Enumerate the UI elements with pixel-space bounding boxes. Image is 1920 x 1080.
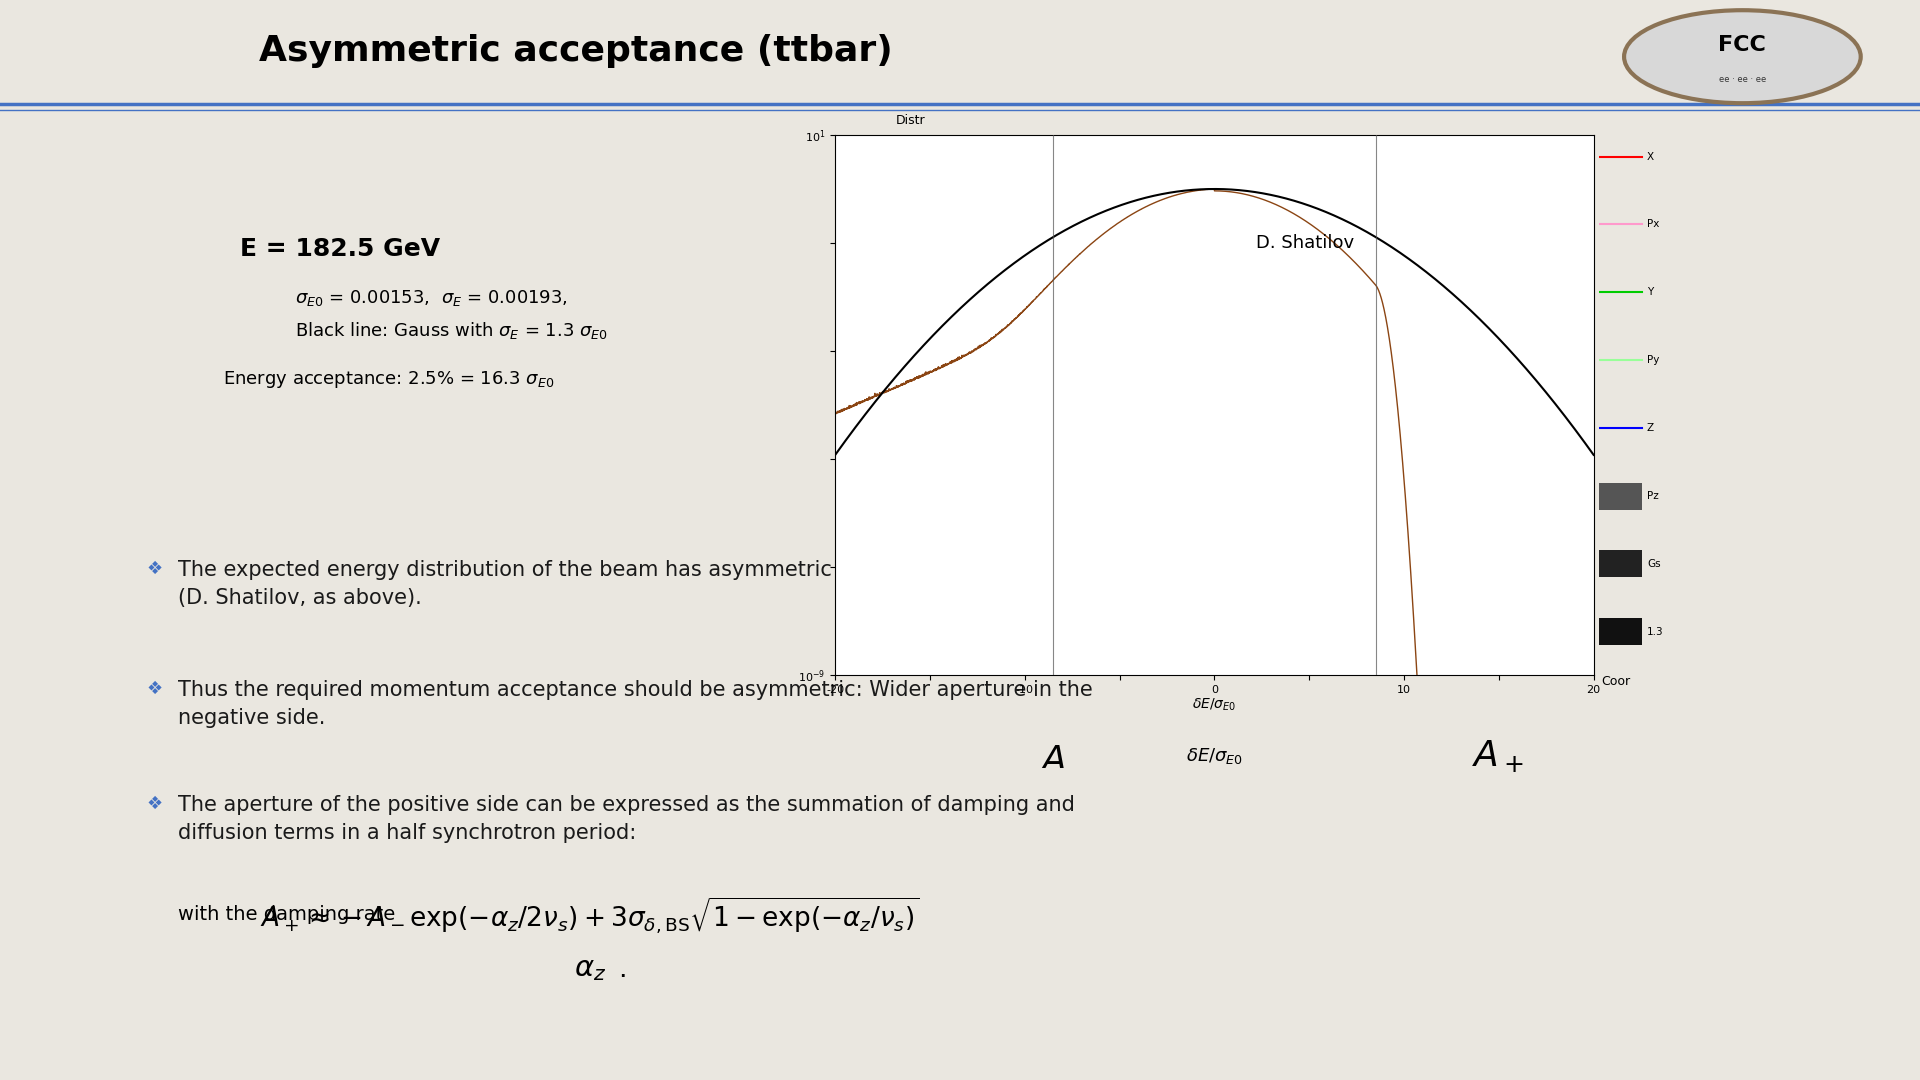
Text: E = 182.5 GeV: E = 182.5 GeV (240, 238, 440, 261)
Text: ee · ee · ee: ee · ee · ee (1718, 75, 1766, 84)
Text: X: X (1647, 151, 1655, 162)
Text: negative side.: negative side. (179, 707, 324, 728)
Text: The expected energy distribution of the beam has asymmetric tail due to beamstra: The expected energy distribution of the … (179, 559, 1110, 580)
Text: D. Shatilov: D. Shatilov (1256, 234, 1354, 252)
Text: 1.3: 1.3 (1647, 626, 1663, 637)
Text: Thus the required momentum acceptance should be asymmetric: Wider aperture in th: Thus the required momentum acceptance sh… (179, 679, 1092, 700)
Bar (1599, 618, 1642, 646)
Text: $\delta E/\sigma_{E0}$: $\delta E/\sigma_{E0}$ (1187, 745, 1242, 766)
Text: $\sigma_{E0}$ = 0.00153,  $\sigma_E$ = 0.00193,
Black line: Gauss with $\sigma_E: $\sigma_{E0}$ = 0.00153, $\sigma_E$ = 0.… (296, 288, 609, 340)
Bar (1599, 551, 1642, 578)
Text: ❖: ❖ (148, 679, 163, 698)
Text: .: . (618, 957, 626, 983)
Text: Coor: Coor (1601, 675, 1630, 688)
Text: with the damping rate: with the damping rate (179, 905, 396, 924)
Text: Z: Z (1647, 423, 1655, 433)
Text: Gs: Gs (1647, 559, 1661, 569)
Text: $A_+ \approx -A_- \exp(-\alpha_z/2\nu_s) + 3\sigma_{\delta,\mathrm{BS}}\sqrt{1 -: $A_+ \approx -A_- \exp(-\alpha_z/2\nu_s)… (259, 895, 920, 935)
Text: Pz: Pz (1647, 491, 1659, 501)
Text: Energy acceptance: 2.5% = 16.3 $\sigma_{E0}$: Energy acceptance: 2.5% = 16.3 $\sigma_{… (223, 369, 555, 390)
Text: Px: Px (1647, 219, 1659, 229)
Text: The aperture of the positive side can be expressed as the summation of damping a: The aperture of the positive side can be… (179, 795, 1075, 814)
Text: Asymmetric acceptance (ttbar): Asymmetric acceptance (ttbar) (259, 35, 893, 68)
Bar (1599, 483, 1642, 510)
Text: $\alpha_z$: $\alpha_z$ (574, 957, 607, 983)
Text: Distr: Distr (897, 113, 925, 127)
Text: FCC: FCC (1718, 36, 1766, 55)
Text: (D. Shatilov, as above).: (D. Shatilov, as above). (179, 588, 422, 608)
Text: ❖: ❖ (148, 795, 163, 813)
Text: Y: Y (1647, 287, 1653, 297)
Text: $A_-$: $A_-$ (1039, 740, 1092, 771)
Text: Py: Py (1647, 355, 1659, 365)
X-axis label: $\delta E/\sigma_{E0}$: $\delta E/\sigma_{E0}$ (1192, 697, 1236, 713)
Text: $A_+$: $A_+$ (1471, 738, 1524, 773)
Text: ❖: ❖ (148, 559, 163, 578)
Ellipse shape (1624, 10, 1860, 104)
Text: diffusion terms in a half synchrotron period:: diffusion terms in a half synchrotron pe… (179, 823, 636, 842)
